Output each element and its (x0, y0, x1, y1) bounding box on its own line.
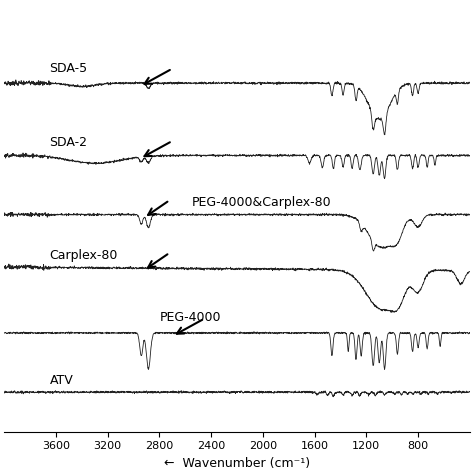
Text: PEG-4000&Carplex-80: PEG-4000&Carplex-80 (191, 196, 331, 210)
Text: PEG-4000: PEG-4000 (159, 311, 221, 324)
Text: SDA-2: SDA-2 (49, 136, 87, 149)
Text: Carplex-80: Carplex-80 (49, 249, 118, 262)
X-axis label: ←  Wavenumber (cm⁻¹): ← Wavenumber (cm⁻¹) (164, 457, 310, 470)
Text: ATV: ATV (49, 374, 73, 387)
Text: SDA-5: SDA-5 (49, 62, 88, 75)
